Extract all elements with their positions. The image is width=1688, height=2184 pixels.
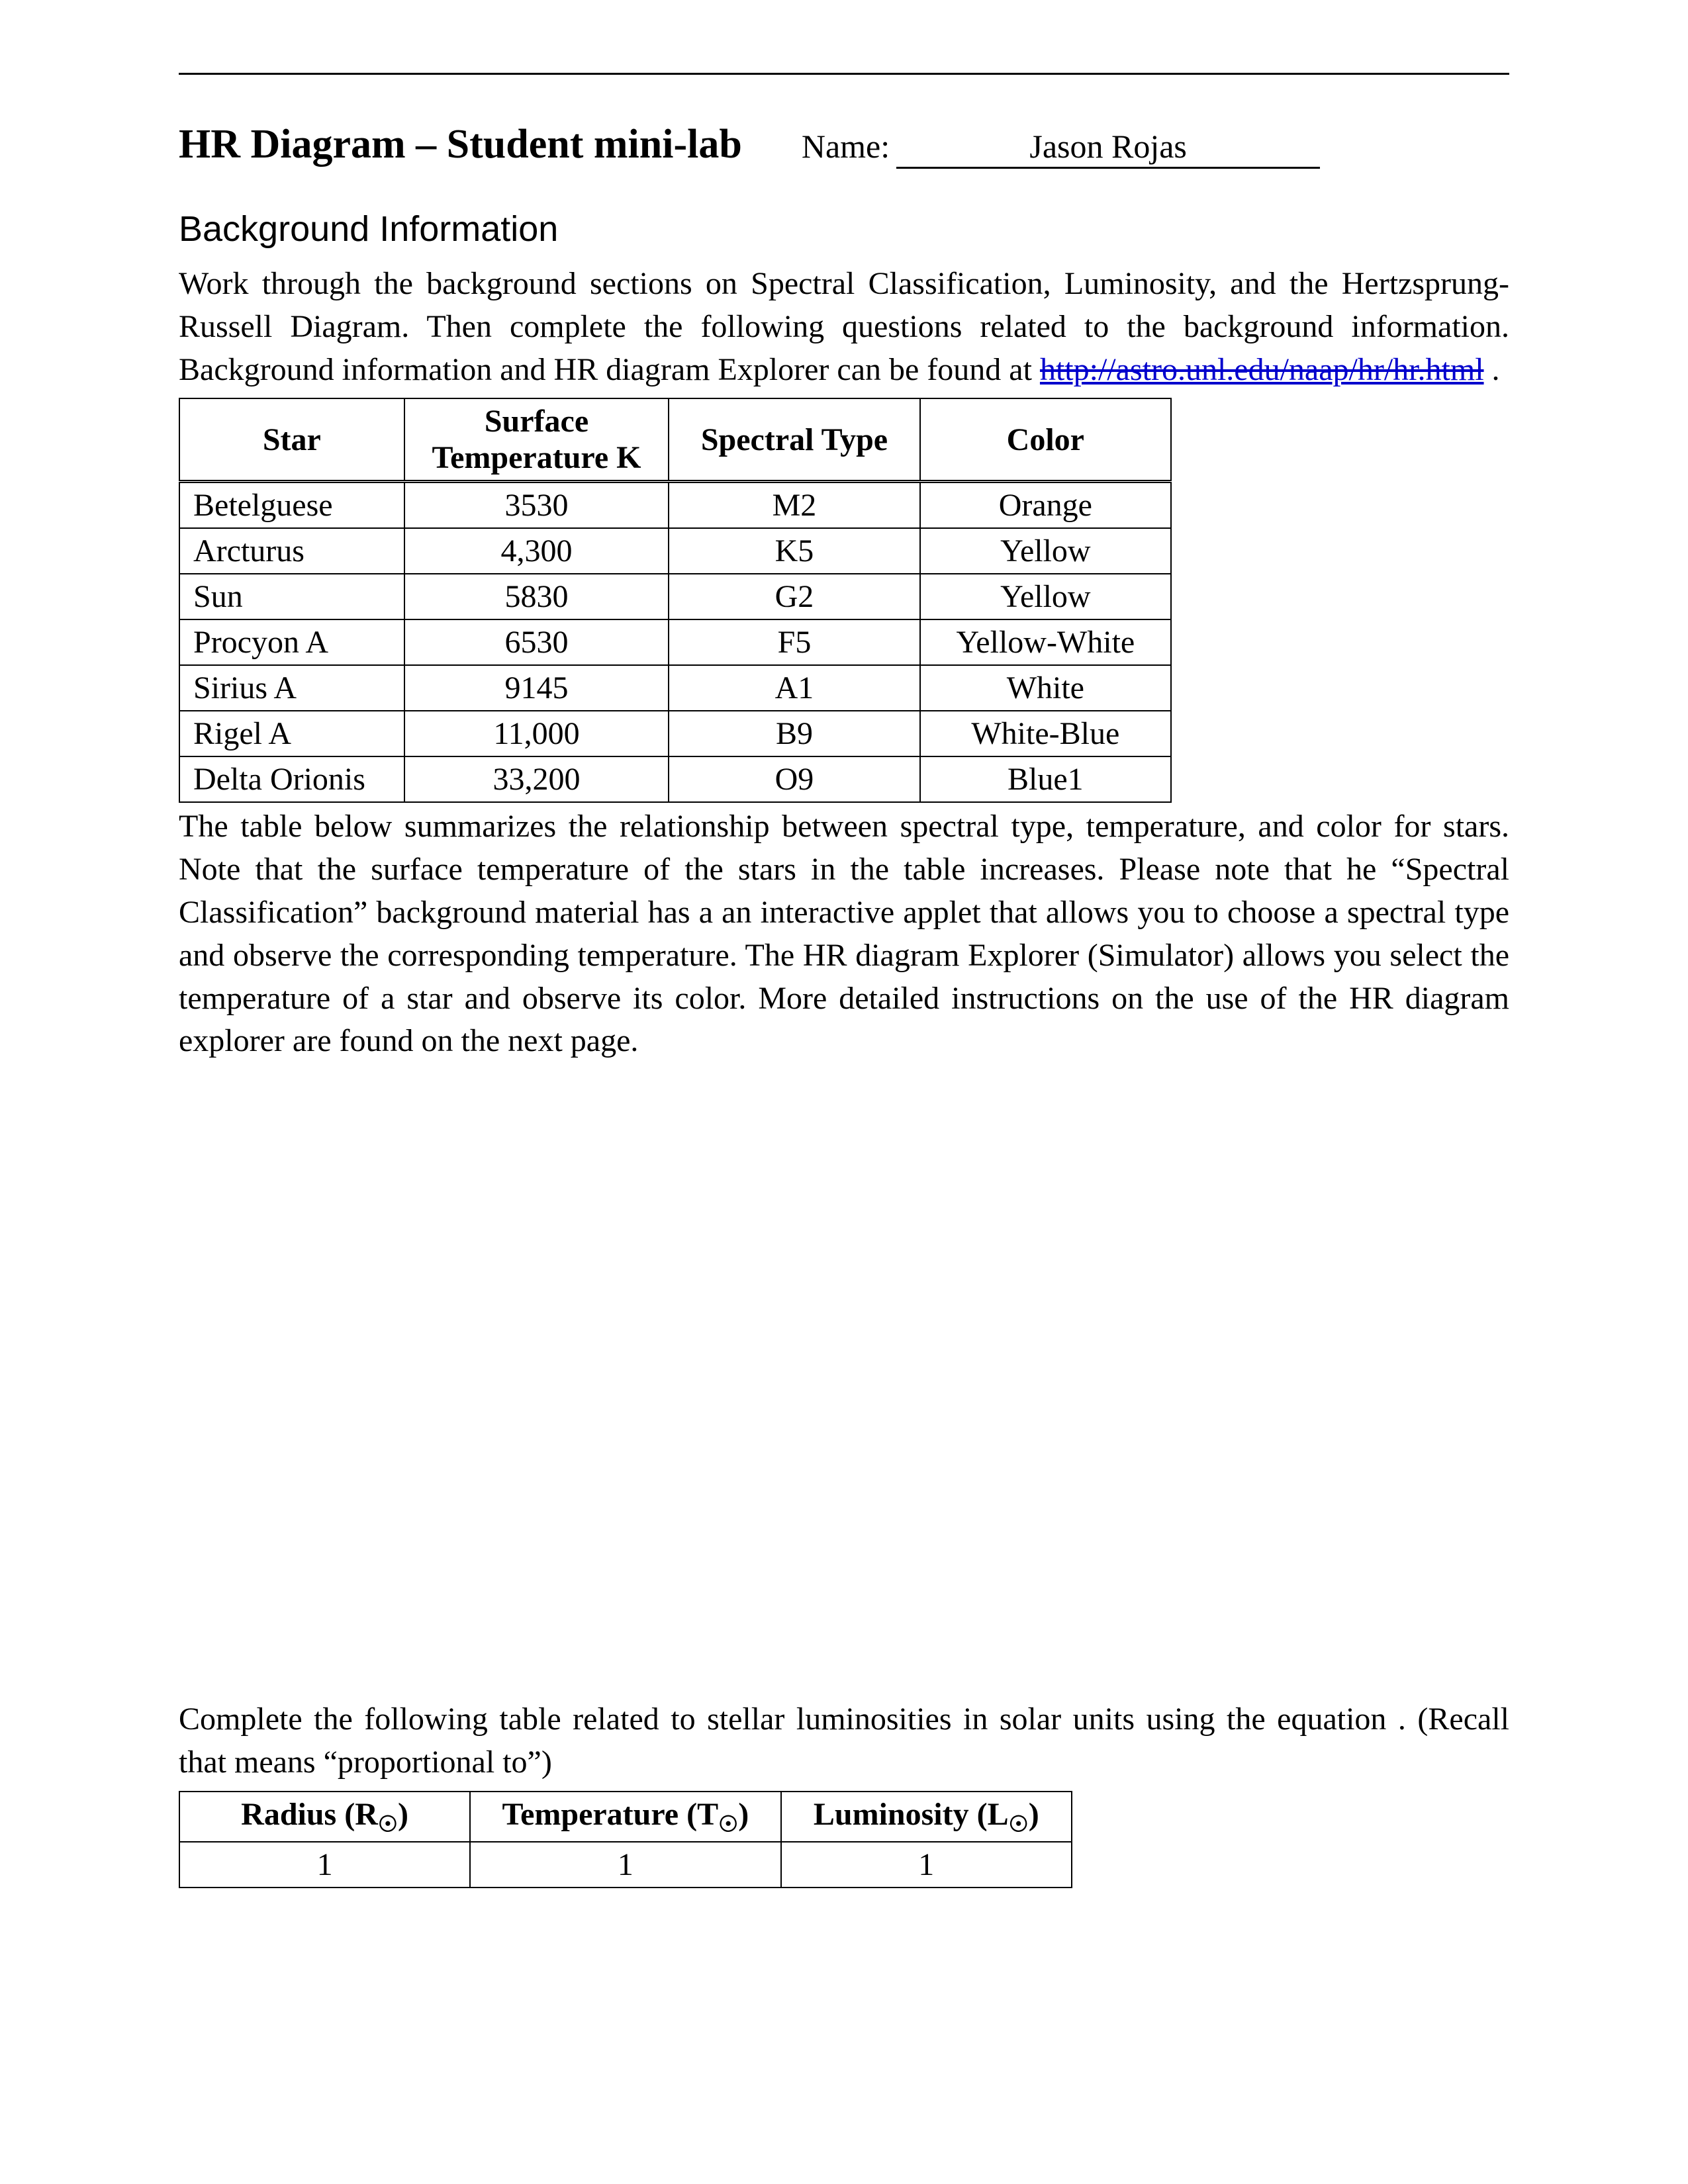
table-row: Sirius A9145A1White [179, 665, 1171, 711]
table-row: 111 [179, 1842, 1072, 1888]
resource-link[interactable]: http://astro.unl.edu/naap/hr/hr.html [1040, 352, 1484, 387]
col-star: Star [179, 398, 404, 482]
table-cell: K5 [669, 528, 919, 574]
table-cell: Blue1 [920, 756, 1171, 802]
table-cell: White [920, 665, 1171, 711]
page-content: HR Diagram – Student mini-lab Name: Jaso… [0, 0, 1688, 1888]
table-cell: A1 [669, 665, 919, 711]
top-horizontal-rule [179, 73, 1509, 75]
table-cell: Arcturus [179, 528, 404, 574]
stars-table-head: Star Surface Temperature K Spectral Type… [179, 398, 1171, 482]
table-cell: White-Blue [920, 711, 1171, 756]
table-row: Betelguese3530M2Orange [179, 482, 1171, 529]
table-cell: Procyon A [179, 619, 404, 665]
table-cell: M2 [669, 482, 919, 529]
table-cell: Yellow [920, 574, 1171, 619]
table-cell: 4,300 [404, 528, 669, 574]
col-spectral-type: Spectral Type [669, 398, 919, 482]
table-cell: 1 [781, 1842, 1072, 1888]
table-row: Rigel A11,000B9White-Blue [179, 711, 1171, 756]
table-cell: 1 [470, 1842, 780, 1888]
table-cell: Sun [179, 574, 404, 619]
table-cell: 11,000 [404, 711, 669, 756]
document-title: HR Diagram – Student mini-lab [179, 121, 742, 168]
table-cell: B9 [669, 711, 919, 756]
table-cell: F5 [669, 619, 919, 665]
luminosity-table-head: Radius (R☉) Temperature (T☉) Luminosity … [179, 1792, 1072, 1843]
table-cell: Rigel A [179, 711, 404, 756]
table-row: Sun5830G2Yellow [179, 574, 1171, 619]
post-table-paragraph: The table below summarizes the relations… [179, 805, 1509, 1063]
table-cell: Yellow-White [920, 619, 1171, 665]
luminosity-table-body: 111 [179, 1842, 1072, 1888]
name-block: Name: Jason Rojas [802, 127, 1320, 169]
stars-table-body: Betelguese3530M2OrangeArcturus4,300K5Yel… [179, 482, 1171, 803]
table-cell: Orange [920, 482, 1171, 529]
table-cell: Delta Orionis [179, 756, 404, 802]
blank-space [179, 1069, 1509, 1698]
table-cell: 6530 [404, 619, 669, 665]
stars-table: Star Surface Temperature K Spectral Type… [179, 398, 1172, 803]
table-cell: O9 [669, 756, 919, 802]
luminosity-table: Radius (R☉) Temperature (T☉) Luminosity … [179, 1791, 1072, 1889]
table-row: Arcturus4,300K5Yellow [179, 528, 1171, 574]
table-cell: 9145 [404, 665, 669, 711]
table-cell: 33,200 [404, 756, 669, 802]
col-color: Color [920, 398, 1171, 482]
intro-paragraph: Work through the background sections on … [179, 263, 1509, 391]
table-cell: 1 [179, 1842, 470, 1888]
student-name: Jason Rojas [896, 127, 1320, 169]
table-row: Delta Orionis33,200O9Blue1 [179, 756, 1171, 802]
col-temperature-solar: Temperature (T☉) [470, 1792, 780, 1843]
table-cell: Sirius A [179, 665, 404, 711]
table-header-row: Star Surface Temperature K Spectral Type… [179, 398, 1171, 482]
col-temperature: Surface Temperature K [404, 398, 669, 482]
table-cell: Yellow [920, 528, 1171, 574]
table-cell: G2 [669, 574, 919, 619]
col-luminosity: Luminosity (L☉) [781, 1792, 1072, 1843]
name-label: Name: [802, 127, 890, 165]
section-heading-background: Background Information [179, 208, 1509, 250]
intro-text-after-link: . [1484, 352, 1500, 387]
title-row: HR Diagram – Student mini-lab Name: Jaso… [179, 121, 1509, 169]
table-header-row: Radius (R☉) Temperature (T☉) Luminosity … [179, 1792, 1072, 1843]
luminosity-intro: Complete the following table related to … [179, 1698, 1509, 1784]
table-row: Procyon A6530F5Yellow-White [179, 619, 1171, 665]
table-cell: 5830 [404, 574, 669, 619]
col-radius: Radius (R☉) [179, 1792, 470, 1843]
table-cell: 3530 [404, 482, 669, 529]
table-cell: Betelguese [179, 482, 404, 529]
